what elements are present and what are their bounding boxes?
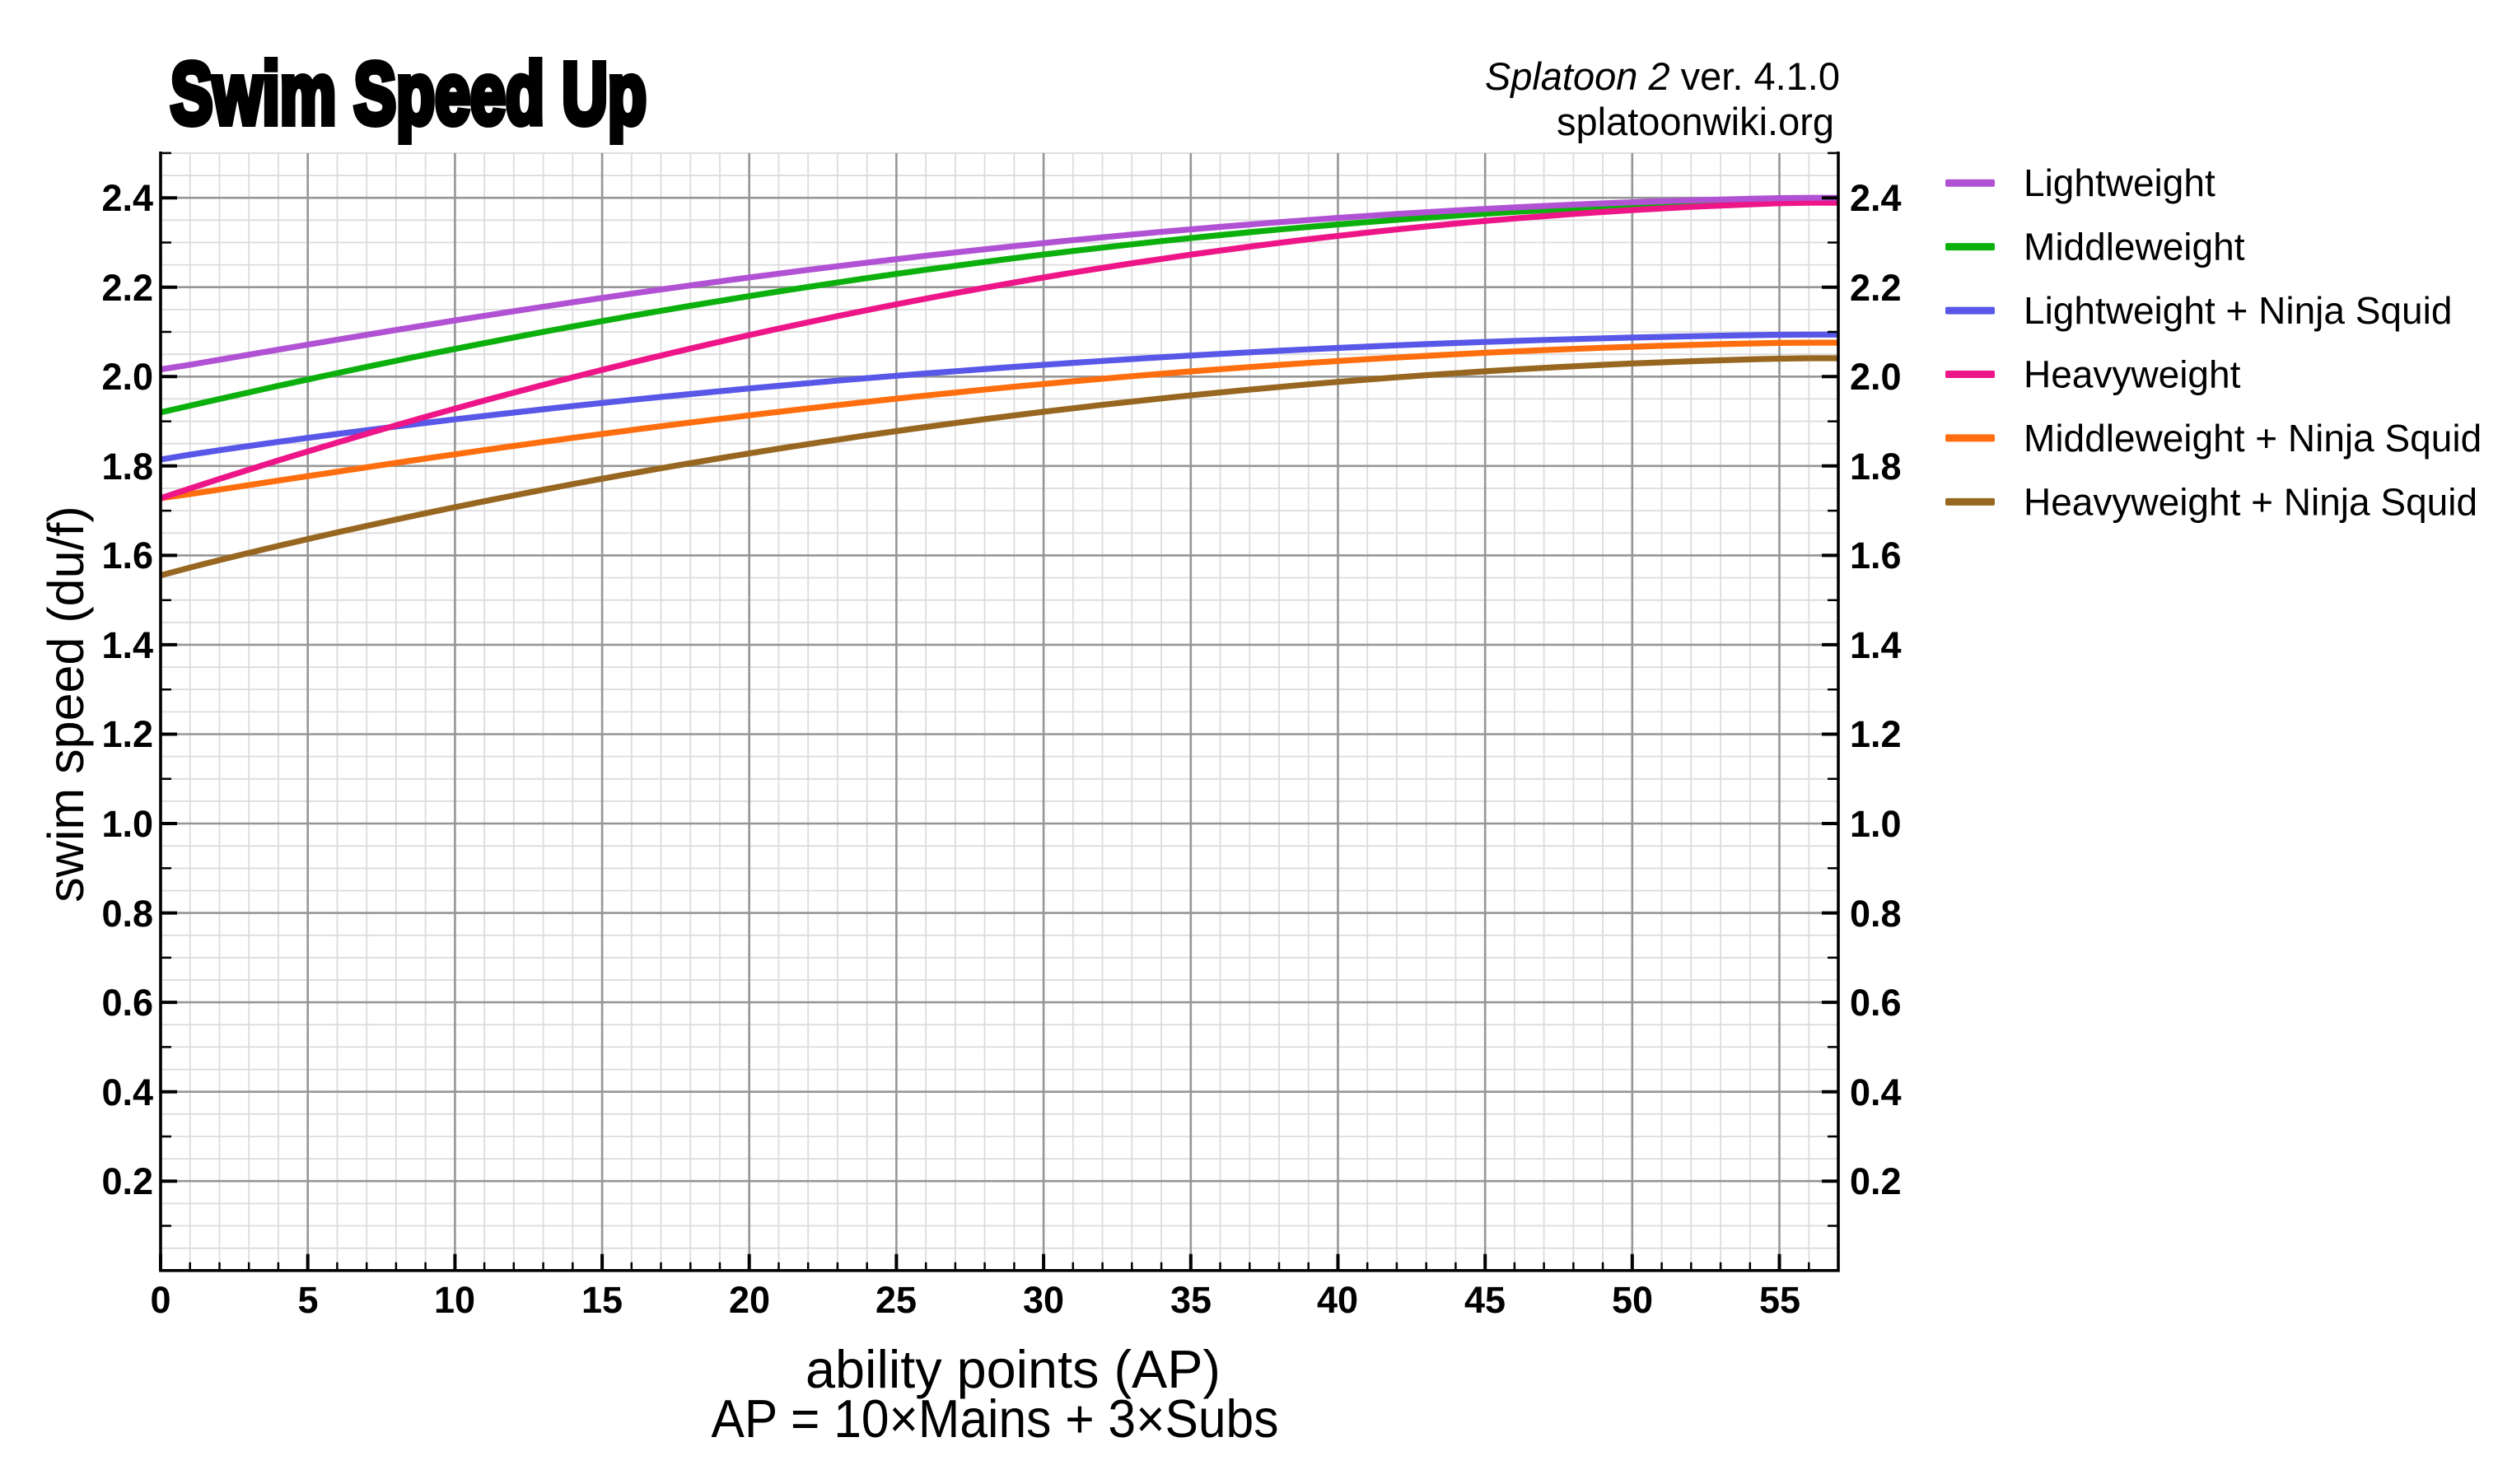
svg-text:1.2: 1.2 — [101, 713, 153, 755]
svg-text:2.2: 2.2 — [101, 267, 153, 309]
svg-text:15: 15 — [581, 1279, 623, 1321]
svg-text:0.8: 0.8 — [101, 893, 153, 935]
svg-text:30: 30 — [1023, 1279, 1064, 1321]
svg-text:Swim Speed Up: Swim Speed Up — [170, 45, 647, 142]
svg-text:splatoonwiki.org: splatoonwiki.org — [1557, 100, 1834, 143]
svg-text:2.0: 2.0 — [1850, 356, 1902, 398]
svg-text:0.2: 0.2 — [101, 1160, 153, 1202]
svg-text:Splatoon 2 ver. 4.1.0: Splatoon 2 ver. 4.1.0 — [1485, 54, 1840, 98]
svg-text:5: 5 — [297, 1279, 318, 1321]
svg-text:35: 35 — [1170, 1279, 1212, 1321]
svg-text:0: 0 — [150, 1279, 170, 1321]
svg-text:Lightweight: Lightweight — [2024, 161, 2216, 204]
svg-text:0.4: 0.4 — [1850, 1071, 1902, 1113]
svg-text:20: 20 — [729, 1279, 770, 1321]
svg-text:Middleweight + Ninja Squid: Middleweight + Ninja Squid — [2024, 417, 2482, 460]
svg-text:ability points (AP): ability points (AP) — [805, 1339, 1221, 1399]
svg-text:AP = 10×Mains + 3×Subs: AP = 10×Mains + 3×Subs — [712, 1388, 1279, 1449]
svg-text:1.0: 1.0 — [1850, 803, 1902, 845]
svg-text:0.4: 0.4 — [101, 1071, 153, 1113]
svg-text:55: 55 — [1759, 1279, 1800, 1321]
svg-text:1.0: 1.0 — [101, 803, 153, 845]
svg-text:0.6: 0.6 — [101, 982, 153, 1024]
svg-text:1.2: 1.2 — [1850, 713, 1902, 755]
svg-text:1.8: 1.8 — [101, 446, 153, 488]
svg-text:swim speed (du/f): swim speed (du/f) — [38, 506, 94, 902]
svg-text:1.6: 1.6 — [101, 534, 153, 576]
svg-text:45: 45 — [1464, 1279, 1506, 1321]
svg-text:1.8: 1.8 — [1850, 446, 1902, 488]
svg-text:40: 40 — [1317, 1279, 1358, 1321]
svg-text:0.6: 0.6 — [1850, 982, 1902, 1024]
svg-text:2.4: 2.4 — [101, 177, 153, 219]
svg-text:25: 25 — [875, 1279, 917, 1321]
svg-text:0.2: 0.2 — [1850, 1160, 1902, 1202]
svg-text:1.6: 1.6 — [1850, 534, 1902, 576]
svg-text:0.8: 0.8 — [1850, 893, 1902, 935]
svg-text:2.2: 2.2 — [1850, 267, 1902, 309]
svg-text:Heavyweight: Heavyweight — [2024, 353, 2241, 396]
svg-text:10: 10 — [434, 1279, 475, 1321]
svg-text:50: 50 — [1612, 1279, 1653, 1321]
svg-text:Heavyweight + Ninja Squid: Heavyweight + Ninja Squid — [2024, 480, 2477, 523]
svg-text:Middleweight: Middleweight — [2024, 226, 2245, 268]
svg-text:2.0: 2.0 — [101, 356, 153, 398]
svg-text:2.4: 2.4 — [1850, 177, 1902, 219]
svg-text:1.4: 1.4 — [1850, 624, 1902, 666]
svg-text:1.4: 1.4 — [101, 624, 153, 666]
svg-text:Lightweight + Ninja Squid: Lightweight + Ninja Squid — [2024, 289, 2452, 332]
